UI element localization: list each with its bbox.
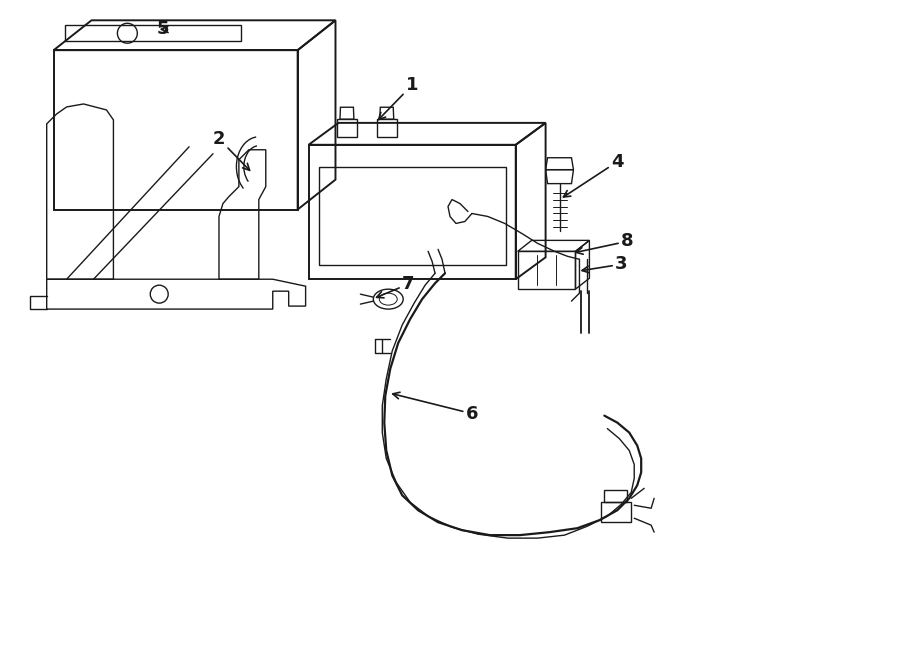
Text: 8: 8 <box>576 233 634 254</box>
Text: 7: 7 <box>376 275 414 298</box>
Text: 6: 6 <box>392 392 478 422</box>
Text: 5: 5 <box>157 20 169 38</box>
Text: 2: 2 <box>212 130 249 171</box>
Text: 1: 1 <box>379 76 418 120</box>
Text: 4: 4 <box>563 153 624 197</box>
Text: 3: 3 <box>582 255 627 273</box>
